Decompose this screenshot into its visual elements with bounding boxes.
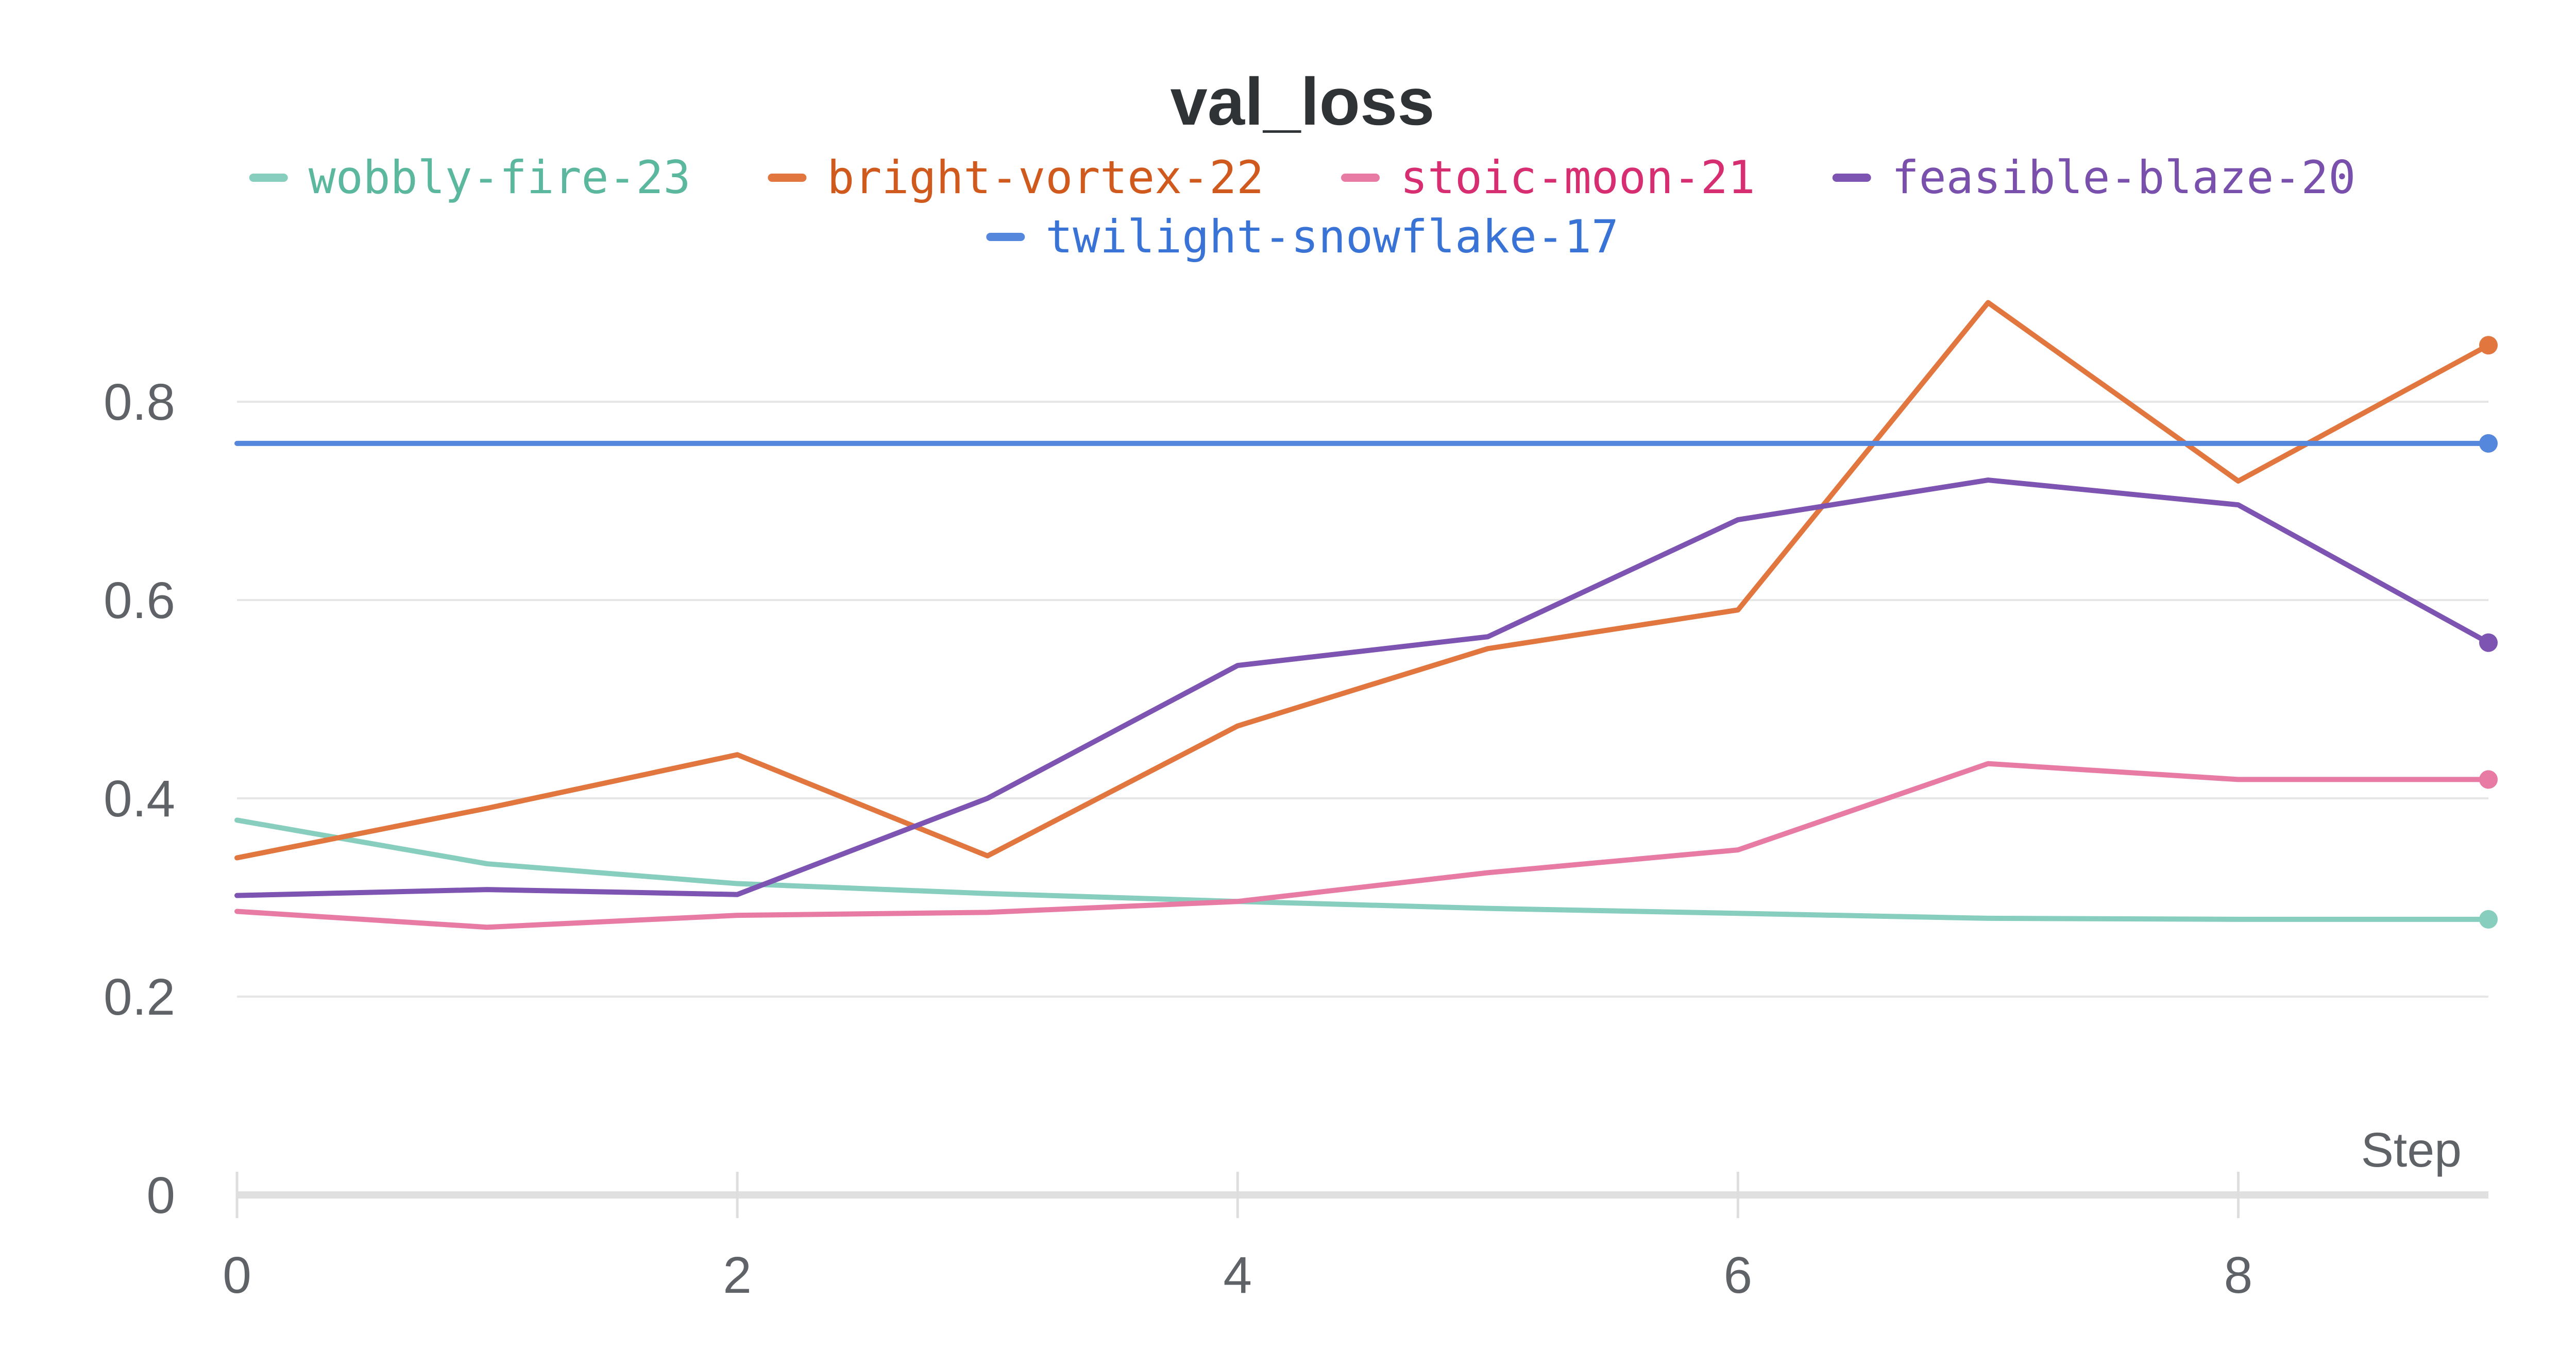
legend-item-wobbly-fire-23[interactable]: wobbly-fire-23 [249, 151, 691, 204]
end-markers [2479, 336, 2498, 929]
series-end-point-bright-vortex-22[interactable] [2479, 336, 2498, 355]
y-tick-label-3: 0.6 [104, 572, 175, 629]
series-line-feasible-blaze-20[interactable] [234, 477, 2491, 898]
series-end-point-feasible-blaze-20[interactable] [2479, 633, 2498, 652]
x-tick-label-3: 6 [1724, 1246, 1753, 1304]
series-end-point-twilight-snowflake-17[interactable] [2479, 434, 2498, 453]
legend-item-bright-vortex-22[interactable]: bright-vortex-22 [768, 151, 1264, 204]
series-line-bright-vortex-22[interactable] [234, 300, 2491, 861]
legend: wobbly-fire-23 bright-vortex-22 stoic-moon… [249, 151, 2356, 263]
series-line-stoic-moon-21[interactable] [234, 761, 2491, 930]
legend-item-feasible-blaze-20[interactable]: feasible-blaze-20 [1832, 151, 2356, 204]
legend-label: bright-vortex-22 [827, 151, 1264, 204]
y-tick-label-0: 0 [146, 1167, 175, 1224]
x-tick-label-0: 0 [223, 1246, 251, 1304]
legend-swatch [249, 174, 288, 182]
series-end-point-wobbly-fire-23[interactable] [2479, 910, 2498, 929]
legend-label: wobbly-fire-23 [309, 151, 691, 204]
legend-swatch [768, 174, 807, 182]
x-tick-label-1: 2 [723, 1246, 752, 1304]
y-tick-label-2: 0.4 [104, 770, 175, 828]
y-tick-label-1: 0.2 [104, 968, 175, 1026]
legend-label: feasible-blaze-20 [1892, 151, 2356, 204]
legend-item-twilight-snowflake-17[interactable]: twilight-snowflake-17 [986, 210, 1619, 263]
series-line-wobbly-fire-23[interactable] [234, 817, 2491, 922]
series-lines [234, 300, 2491, 930]
series-end-point-stoic-moon-21[interactable] [2479, 770, 2498, 789]
legend-swatch [986, 233, 1025, 241]
x-tick-label-4: 8 [2224, 1246, 2253, 1304]
x-tick-label-2: 4 [1223, 1246, 1252, 1304]
legend-swatch [1341, 174, 1380, 182]
grid-lines [237, 401, 2488, 998]
legend-item-stoic-moon-21[interactable]: stoic-moon-21 [1341, 151, 1755, 204]
legend-swatch [1832, 174, 1871, 182]
y-tick-label-4: 0.8 [104, 373, 175, 431]
legend-label: stoic-moon-21 [1400, 151, 1755, 204]
legend-label: twilight-snowflake-17 [1045, 210, 1619, 263]
chart-title: val_loss [1170, 64, 1434, 139]
x-axis-label: Step [2361, 1123, 2462, 1177]
axes: 0 2 4 6 8 0 0.2 0.4 0.6 0.8 [104, 373, 2488, 1304]
